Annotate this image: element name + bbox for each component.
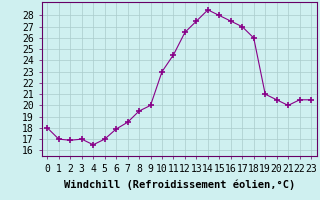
- X-axis label: Windchill (Refroidissement éolien,°C): Windchill (Refroidissement éolien,°C): [64, 179, 295, 190]
